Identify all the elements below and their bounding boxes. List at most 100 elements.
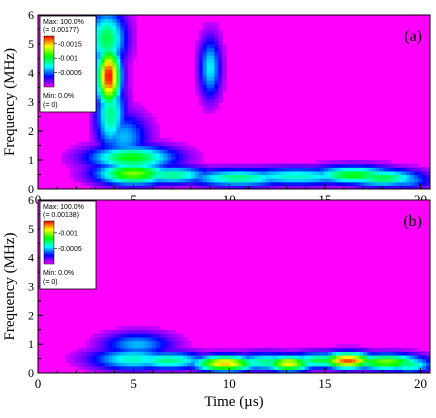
heatmap-cell <box>132 33 137 38</box>
heatmap-cell <box>202 354 208 360</box>
heatmap-cell <box>159 167 165 172</box>
heatmap-cell <box>77 178 82 183</box>
heatmap-cell <box>183 167 188 172</box>
heatmap-cell <box>124 44 129 49</box>
heatmap-cell <box>139 131 145 136</box>
heatmap-cell <box>343 365 349 370</box>
heatmap-cell <box>226 347 231 352</box>
heatmap-cell <box>163 160 168 165</box>
heatmap-cell <box>171 340 176 345</box>
heatmap-cell <box>222 58 227 63</box>
heatmap-cell <box>143 358 149 363</box>
heatmap-cell <box>390 185 396 189</box>
heatmap-cell <box>190 156 196 161</box>
heatmap-cell <box>132 40 137 45</box>
heatmap-cell <box>363 354 368 360</box>
heatmap-cell <box>414 170 419 176</box>
heatmap-cell <box>186 185 192 189</box>
heatmap-cell <box>77 149 82 154</box>
heatmap-cell <box>312 362 317 367</box>
heatmap-cell <box>167 160 172 165</box>
heatmap-cell <box>426 178 430 183</box>
heatmap-cell <box>194 347 200 352</box>
heatmap-cell <box>206 73 212 78</box>
heatmap-cell <box>292 167 298 172</box>
heatmap-cell <box>316 167 321 172</box>
heatmap-cell <box>194 365 200 370</box>
heatmap-cell <box>222 47 227 52</box>
heatmap-cell <box>100 149 106 154</box>
heatmap-cell <box>332 185 337 189</box>
x-tick-label: 20 <box>414 376 427 391</box>
heatmap-cell <box>390 365 396 370</box>
heatmap-cell <box>147 336 153 342</box>
heatmap-cell <box>288 174 294 179</box>
heatmap-cell <box>261 365 266 370</box>
heatmap-cell <box>379 181 384 186</box>
heatmap-cell <box>96 152 102 157</box>
heatmap-cell <box>136 149 141 154</box>
heatmap-cell <box>96 134 102 139</box>
heatmap-cell <box>81 141 86 147</box>
heatmap-cell <box>277 351 282 356</box>
heatmap-cell <box>284 185 290 189</box>
heatmap-cell <box>324 347 329 352</box>
heatmap-cell <box>214 47 219 52</box>
heatmap-cell <box>269 170 274 176</box>
heatmap-cell <box>355 178 361 183</box>
heatmap-cell <box>159 358 165 363</box>
heatmap-cell <box>96 58 102 63</box>
heatmap-cell <box>132 15 137 20</box>
heatmap-cell <box>371 358 376 363</box>
heatmap-cell <box>186 170 192 176</box>
heatmap-cell <box>143 149 149 154</box>
heatmap-cell <box>96 62 102 67</box>
heatmap-cell <box>253 178 259 183</box>
heatmap-cell <box>324 362 329 367</box>
heatmap-cell <box>96 36 102 41</box>
heatmap-cell <box>85 174 90 179</box>
heatmap-cell <box>128 333 133 338</box>
heatmap-cell <box>320 170 325 176</box>
heatmap-cell <box>88 369 94 373</box>
colorbar-tick-label: -0.0005 <box>58 70 82 77</box>
y-tick-label: 1 <box>28 337 34 351</box>
heatmap-cell <box>171 156 176 161</box>
heatmap-cell <box>382 185 388 189</box>
heatmap-cell <box>132 22 137 27</box>
heatmap-cell <box>136 344 141 349</box>
heatmap-cell <box>214 29 219 34</box>
heatmap-cell <box>198 178 204 183</box>
heatmap-cell <box>386 358 392 363</box>
heatmap-cell <box>112 33 117 38</box>
heatmap-cell <box>269 167 274 172</box>
heatmap-cell <box>363 163 368 168</box>
heatmap-cell <box>116 29 121 34</box>
heatmap-cell <box>167 178 172 183</box>
heatmap-cell <box>167 347 172 352</box>
heatmap-cell <box>324 351 329 356</box>
heatmap-cell <box>77 141 82 147</box>
heatmap-cell <box>108 167 114 172</box>
heatmap-cell <box>273 178 278 183</box>
heatmap-cell <box>128 18 133 23</box>
heatmap-cell <box>382 174 388 179</box>
heatmap-cell <box>406 170 411 176</box>
heatmap-cell <box>128 340 133 345</box>
heatmap-cell <box>88 127 94 132</box>
heatmap-cell <box>65 152 70 157</box>
heatmap-cell <box>269 178 274 183</box>
heatmap-cell <box>210 58 215 63</box>
heatmap-cell <box>273 185 278 189</box>
heatmap-cell <box>202 87 208 92</box>
heatmap-cell <box>218 58 223 63</box>
heatmap-cell <box>120 76 125 81</box>
heatmap-cell <box>112 347 117 352</box>
heatmap-cell <box>81 362 86 367</box>
heatmap-cell <box>143 340 149 345</box>
heatmap-cell <box>88 185 94 189</box>
heatmap-cell <box>222 185 227 189</box>
heatmap-cell <box>116 62 121 67</box>
heatmap-cell <box>277 170 282 176</box>
heatmap-cell <box>104 141 110 147</box>
